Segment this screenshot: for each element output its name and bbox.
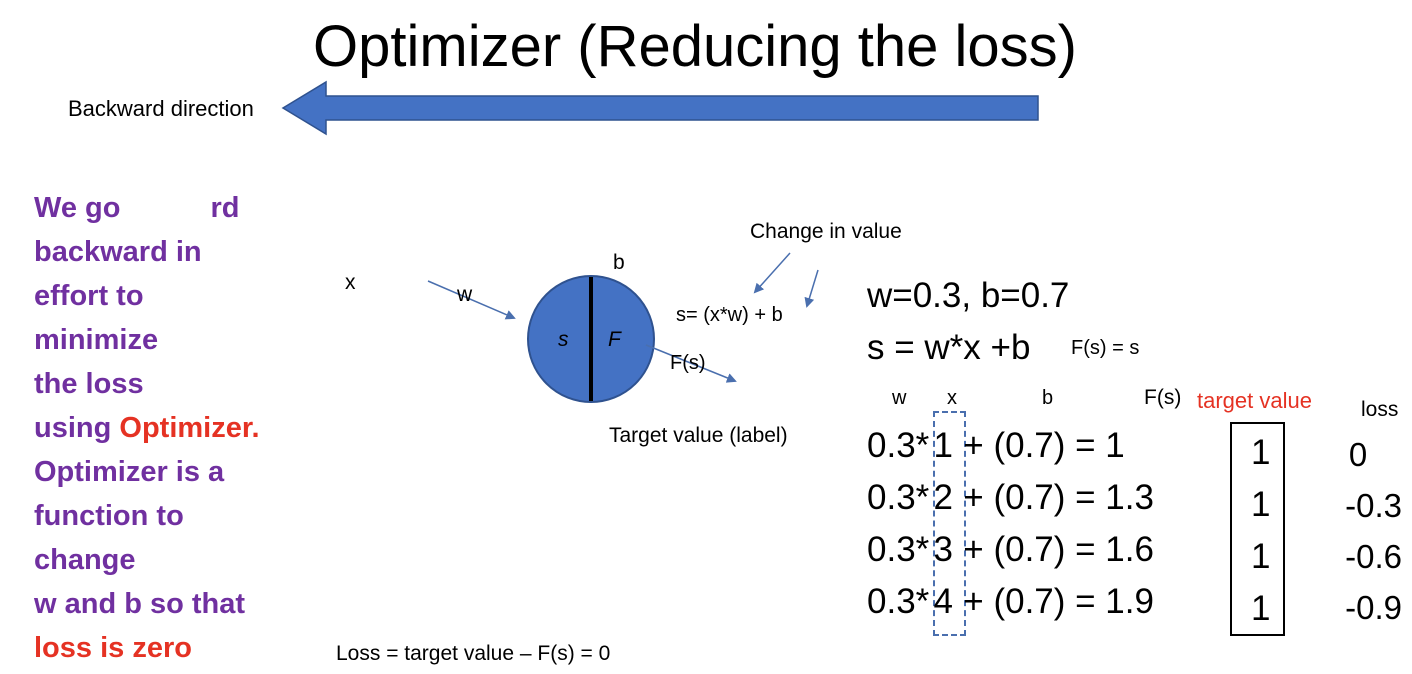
target-value-label: Target value (label): [609, 424, 788, 447]
table-row: 0.3* 2 + (0.7) = 1.3: [867, 478, 1154, 518]
explanation-line-9: change: [34, 544, 136, 576]
change-arrow-2: [804, 269, 819, 308]
explanation-line-6: using: [34, 412, 112, 444]
explanation-line-1-tail: rd: [210, 192, 240, 224]
explanation-line-1: We go: [34, 192, 121, 224]
change-in-value-label: Change in value: [750, 220, 902, 243]
target-value-cell: 1: [1251, 589, 1271, 628]
target-value-cell: 1: [1251, 433, 1271, 472]
explanation-line-4: minimize: [34, 324, 159, 356]
row-rest: + (0.7) = 1.9: [963, 582, 1154, 621]
weight-w-label: w: [457, 283, 473, 306]
explanation-text: We go rd backward in effort to minimize t…: [34, 186, 304, 670]
params-equation: w=0.3, b=0.7: [867, 276, 1070, 315]
output-arrow: [645, 344, 737, 383]
neuron-s-label: s: [558, 328, 569, 351]
loss-formula: Loss = target value – F(s) = 0: [336, 642, 611, 665]
header-w: w: [892, 387, 907, 409]
input-x-label: x: [345, 271, 356, 294]
table-row: 0.3* 3 + (0.7) = 1.6: [867, 530, 1154, 570]
loss-value-cell: -0.9: [1345, 589, 1402, 626]
loss-value-cell: -0.6: [1345, 538, 1402, 575]
target-values-box: [1230, 422, 1285, 636]
header-target-value: target value: [1197, 388, 1312, 413]
row-rest: + (0.7) = 1.3: [963, 478, 1154, 517]
loss-value-cell: -0.3: [1345, 487, 1402, 524]
backward-direction-label: Backward direction: [68, 96, 254, 121]
row-x: 4: [933, 582, 954, 621]
row-x: 1: [933, 426, 954, 465]
row-rest: + (0.7) = 1: [963, 426, 1125, 465]
explanation-line-7: Optimizer is a: [34, 456, 225, 488]
x-column-highlight: [933, 411, 966, 636]
row-rest: + (0.7) = 1.6: [963, 530, 1154, 569]
row-x: 2: [933, 478, 954, 517]
explanation-line-5: the loss: [34, 368, 144, 400]
loss-zero-highlight: loss is zero: [34, 632, 192, 664]
f-equation: F(s) = s: [1071, 337, 1140, 359]
bias-b-label: b: [613, 251, 625, 274]
table-row: 0.3* 4 + (0.7) = 1.9: [867, 582, 1154, 622]
explanation-line-10: w and b so that: [34, 588, 246, 620]
row-w: 0.3*: [867, 582, 930, 621]
neuron-f-label: F: [608, 328, 621, 351]
explanation-line-2: backward in: [34, 236, 202, 268]
explanation-line-3: effort to: [34, 280, 144, 312]
s-equation: s = w*x +b: [867, 328, 1031, 367]
backward-arrow: [281, 80, 1039, 136]
header-b: b: [1042, 387, 1054, 409]
target-value-cell: 1: [1251, 537, 1271, 576]
s-formula: s= (x*w) + b: [676, 304, 783, 326]
fs-label: F(s): [670, 352, 706, 374]
loss-value-cell: 0: [1348, 436, 1368, 473]
row-w: 0.3*: [867, 478, 930, 517]
explanation-line-8: function to: [34, 500, 184, 532]
row-w: 0.3*: [867, 530, 930, 569]
header-x: x: [947, 387, 957, 409]
table-row: 0.3* 1 + (0.7) = 1: [867, 426, 1125, 466]
change-arrow-1: [753, 252, 791, 294]
input-w-arrow: [427, 280, 516, 320]
target-value-cell: 1: [1251, 485, 1271, 524]
header-fs: F(s): [1144, 386, 1182, 409]
header-loss: loss: [1361, 398, 1399, 421]
optimizer-highlight: Optimizer.: [119, 412, 260, 444]
row-w: 0.3*: [867, 426, 930, 465]
slide-title: Optimizer (Reducing the loss): [313, 14, 1077, 79]
row-x: 3: [933, 530, 954, 569]
